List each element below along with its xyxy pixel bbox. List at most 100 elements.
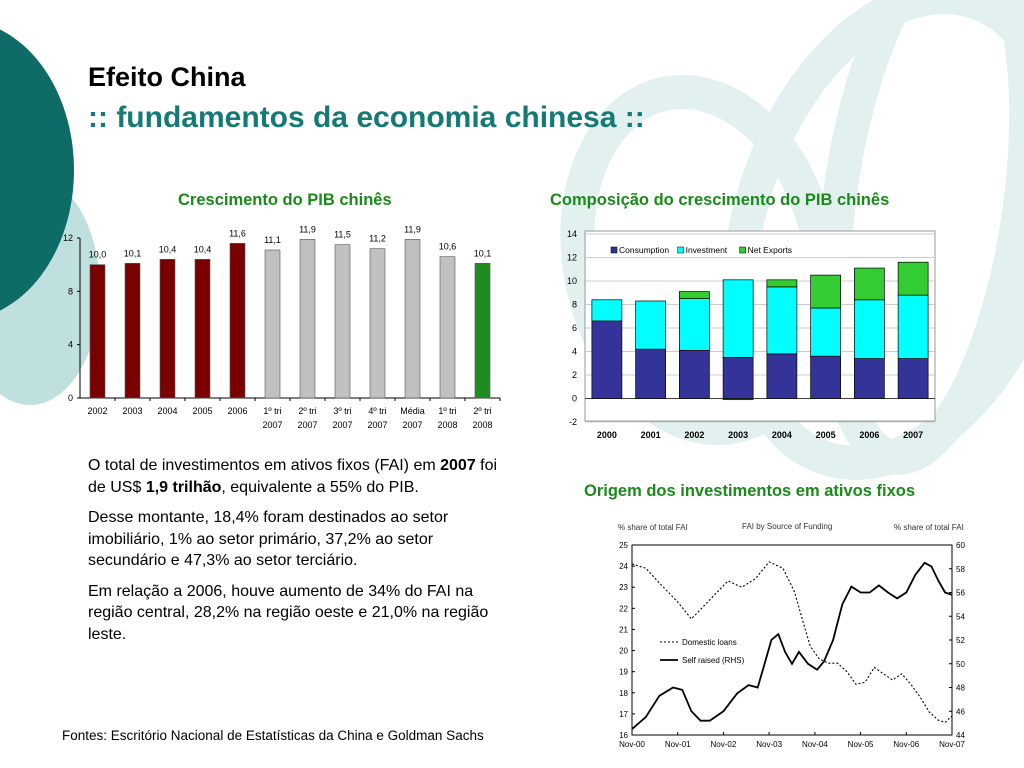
x-tick-label: 2º tri [473,406,491,416]
bar-value-label: 11,1 [264,235,281,245]
x-tick-label: 2007 [297,420,317,430]
x-tick-label: Nov-07 [939,740,965,749]
bar-value-label: 11,9 [404,224,421,234]
left-y-tick-label: 21 [619,625,628,634]
bar-value-label: 10,6 [439,242,457,252]
self-raised-line [631,561,953,730]
bar-value-label: 10,4 [194,244,212,254]
x-tick-label: 3º tri [333,406,351,416]
legend-label: Net Exports [748,245,792,255]
right-y-tick-label: 52 [956,636,965,645]
watermark-swirl [560,0,1024,480]
x-tick-label: Nov-04 [802,740,828,749]
domestic-loans-line [631,561,953,723]
fai-chart-heading: Origem dos investimentos em ativos fixos [584,482,916,500]
x-tick-label: 2000 [597,430,617,440]
bar-value-label: 10,4 [159,244,177,254]
stacked-segment [679,349,710,399]
stacked-segment [679,298,710,351]
bar [299,239,316,399]
bar [124,263,141,399]
left-y-tick-label: 25 [619,541,628,550]
legend-label: Self raised (RHS) [682,656,745,665]
bar [264,249,281,399]
x-tick-label: 2003 [728,430,748,440]
text-span: foi de US$ [88,457,498,496]
x-tick-label: Nov-00 [619,740,645,749]
bar [159,259,176,399]
stacked-segment [591,299,623,322]
bar [369,248,386,399]
stacked-segment [897,294,929,359]
y-tick-label: 14 [567,229,577,239]
stacked-segment [635,300,666,350]
right-y-tick-label: 56 [956,589,965,598]
dark-teal-circle [0,29,74,311]
x-tick-label: 4º tri [368,406,386,416]
bold-year: 2007 [440,457,476,474]
y-tick-label: 10 [567,276,577,286]
composition-chart-heading: Composição do crescimento do PIB chinês [550,191,890,209]
text-span: , equivalente a 55% do PIB. [221,478,419,496]
stacked-segment [635,348,666,399]
bar [229,243,246,399]
x-tick-label: 2008 [437,420,457,430]
bar-value-label: 10,0 [89,250,107,260]
x-tick-label: 2002 [87,406,107,416]
stacked-segment [766,353,798,399]
pib-chart-heading: Crescimento do PIB chinês [178,191,392,209]
y-tick-label: 0 [572,394,577,404]
x-tick-label: 2007 [332,420,352,430]
x-tick-label: Nov-03 [756,740,782,749]
plot-frame [631,544,953,736]
paragraph-sectors: Desse montante, 18,4% foram destinados a… [88,509,449,569]
legend-label: Investment [686,245,728,255]
x-tick-label: 2007 [367,420,387,430]
bar [89,264,106,399]
x-tick-label: Média [400,406,425,416]
stacked-segment [810,274,841,309]
stacked-segment [722,279,754,358]
stacked-segment [854,299,885,359]
x-tick-label: 2004 [772,430,792,440]
sources-footnote: Fontes: Escritório Nacional de Estatísti… [62,728,484,743]
left-axis-label: % share of total FAI [618,523,688,532]
right-y-tick-label: 60 [956,541,965,550]
bar-value-label: 10,1 [124,248,142,258]
x-tick-label: Nov-02 [711,740,737,749]
stacked-segment [810,355,841,399]
bar [194,259,211,399]
left-y-tick-label: 20 [619,647,628,656]
bar-value-label: 11,2 [369,234,386,244]
stacked-segment [810,307,841,357]
x-tick-label: 2007 [402,420,422,430]
x-tick-label: Nov-01 [665,740,691,749]
legend-label: Domestic loans [682,638,737,647]
y-tick-label: 4 [572,347,577,357]
bar-value-label: 10,1 [474,248,492,258]
x-tick-label: 2007 [262,420,282,430]
stacked-segment [854,267,885,301]
bar-value-label: 11,6 [229,228,246,238]
gdp-composition-chart: -2 0 2 4 6 8 10 12 14 Consumption Investment Net E… [567,229,936,440]
y-tick-label: 0 [68,393,73,403]
stacked-segment [679,291,710,299]
stacked-segment [854,358,885,399]
stacked-segment [897,358,929,399]
bar [439,256,456,399]
right-y-tick-label: 46 [956,707,965,716]
paragraph-regions: Em relação a 2006, houve aumento de 34% … [88,582,489,643]
x-tick-label: Nov-05 [848,740,874,749]
y-tick-label: -2 [569,417,577,427]
x-tick-label: 1º tri [263,406,281,416]
left-y-tick-label: 22 [619,604,628,613]
y-tick-label: 8 [68,286,73,296]
bar-value-label: 11,9 [299,224,316,234]
stacked-segment [766,286,798,355]
x-tick-label: 2002 [684,430,704,440]
y-tick-label: 12 [567,253,577,263]
right-axis-label: % share of total FAI [894,523,964,532]
left-y-tick-label: 23 [619,583,628,592]
stacked-segment [591,320,623,399]
x-tick-label: 2º tri [298,406,316,416]
